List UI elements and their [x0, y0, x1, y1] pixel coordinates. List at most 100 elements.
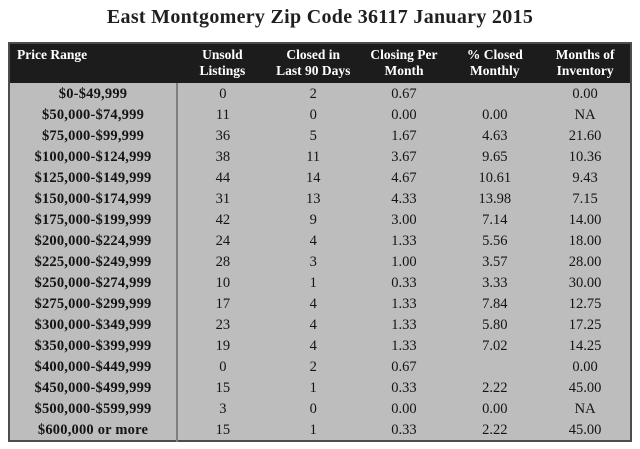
value-cell: 5.80 — [449, 314, 541, 336]
value-cell: 0.67 — [358, 83, 450, 105]
value-cell: 7.15 — [540, 188, 631, 210]
column-header-4: % Closed Monthly — [449, 43, 541, 84]
value-cell: 3.57 — [449, 251, 541, 273]
value-cell: 38 — [177, 146, 268, 168]
table-row: $125,000-$149,999 44 14 4.67 10.61 9.43 — [9, 167, 631, 189]
price-range-cell: $75,000-$99,999 — [9, 125, 178, 147]
value-cell: 5 — [267, 125, 359, 147]
value-cell: 11 — [267, 146, 359, 168]
value-cell: 9 — [267, 209, 359, 231]
value-cell: 2 — [267, 356, 359, 378]
value-cell: 1.33 — [358, 335, 450, 357]
value-cell — [449, 356, 541, 378]
value-cell: 30.00 — [540, 272, 631, 294]
value-cell: 12.75 — [540, 293, 631, 315]
value-cell: 36 — [177, 125, 268, 147]
price-range-cell: $300,000-$349,999 — [9, 314, 178, 336]
value-cell: 4 — [267, 335, 359, 357]
value-cell: 0.33 — [358, 272, 450, 294]
table-row: $225,000-$249,999 28 3 1.00 3.57 28.00 — [9, 251, 631, 273]
table-row: $150,000-$174,999 31 13 4.33 13.98 7.15 — [9, 188, 631, 210]
value-cell: 3 — [177, 398, 268, 420]
value-cell: 0.00 — [449, 398, 541, 420]
value-cell: 18.00 — [540, 230, 631, 252]
column-header-1: Unsold Listings — [177, 43, 268, 84]
value-cell: 15 — [177, 377, 268, 399]
value-cell: 21.60 — [540, 125, 631, 147]
price-range-cell: $150,000-$174,999 — [9, 188, 178, 210]
value-cell: 44 — [177, 167, 268, 189]
value-cell: 28 — [177, 251, 268, 273]
price-range-cell: $500,000-$599,999 — [9, 398, 178, 420]
price-range-cell: $275,000-$299,999 — [9, 293, 178, 315]
price-range-cell: $200,000-$224,999 — [9, 230, 178, 252]
value-cell: 0.00 — [358, 398, 450, 420]
value-cell: 14.25 — [540, 335, 631, 357]
value-cell: 0 — [267, 398, 359, 420]
value-cell: 0.67 — [358, 356, 450, 378]
value-cell: 1.33 — [358, 230, 450, 252]
value-cell: 4.63 — [449, 125, 541, 147]
price-range-cell: $125,000-$149,999 — [9, 167, 178, 189]
table-row: $350,000-$399,999 19 4 1.33 7.02 14.25 — [9, 335, 631, 357]
value-cell: 45.00 — [540, 377, 631, 399]
value-cell: 4 — [267, 293, 359, 315]
value-cell: 7.84 — [449, 293, 541, 315]
column-header-0: Price Range — [9, 43, 177, 84]
value-cell: 3.00 — [358, 209, 450, 231]
value-cell: 0.00 — [358, 104, 450, 126]
table-row: $75,000-$99,999 36 5 1.67 4.63 21.60 — [9, 125, 631, 147]
value-cell: 0.00 — [540, 83, 631, 105]
price-range-cell: $600,000 or more — [9, 419, 178, 442]
value-cell: 1 — [267, 377, 359, 399]
value-cell: NA — [540, 398, 631, 420]
column-header-5: Months of Inventory — [540, 43, 631, 84]
value-cell: 14 — [267, 167, 359, 189]
price-range-cell: $450,000-$499,999 — [9, 377, 178, 399]
value-cell: 15 — [177, 419, 268, 442]
table-row: $100,000-$124,999 38 11 3.67 9.65 10.36 — [9, 146, 631, 168]
table-row: $250,000-$274,999 10 1 0.33 3.33 30.00 — [9, 272, 631, 294]
table-header: Price Range Unsold Listings Closed in Last… — [9, 43, 631, 84]
value-cell: 0.33 — [358, 377, 450, 399]
value-cell: 1.67 — [358, 125, 450, 147]
table-row: $600,000 or more 15 1 0.33 2.22 45.00 — [9, 419, 631, 442]
table-row: $400,000-$449,999 0 2 0.67 0.00 — [9, 356, 631, 378]
value-cell: 13.98 — [449, 188, 541, 210]
table-row: $300,000-$349,999 23 4 1.33 5.80 17.25 — [9, 314, 631, 336]
value-cell: 1.33 — [358, 293, 450, 315]
value-cell: 9.43 — [540, 167, 631, 189]
price-range-cell: $250,000-$274,999 — [9, 272, 178, 294]
value-cell: 42 — [177, 209, 268, 231]
table-row: $275,000-$299,999 17 4 1.33 7.84 12.75 — [9, 293, 631, 315]
value-cell: 17.25 — [540, 314, 631, 336]
table-row: $500,000-$599,999 3 0 0.00 0.00 NA — [9, 398, 631, 420]
value-cell: 4 — [267, 314, 359, 336]
value-cell: 24 — [177, 230, 268, 252]
table-row: $450,000-$499,999 15 1 0.33 2.22 45.00 — [9, 377, 631, 399]
value-cell: 1.00 — [358, 251, 450, 273]
price-range-cell: $175,000-$199,999 — [9, 209, 178, 231]
page-title: East Montgomery Zip Code 36117 January 2… — [106, 6, 534, 28]
header-row: Price Range Unsold Listings Closed in Last… — [9, 43, 631, 84]
table-body: $0-$49,999 0 2 0.67 0.00 $50,000-$74,999 11 0 0.… — [9, 83, 631, 442]
value-cell: 10 — [177, 272, 268, 294]
value-cell: 19 — [177, 335, 268, 357]
value-cell: 11 — [177, 104, 268, 126]
value-cell: 4.67 — [358, 167, 450, 189]
column-header-2: Closed in Last 90 Days — [267, 43, 359, 84]
price-range-cell: $100,000-$124,999 — [9, 146, 178, 168]
value-cell: 10.36 — [540, 146, 631, 168]
value-cell: 10.61 — [449, 167, 541, 189]
value-cell: 2.22 — [449, 377, 541, 399]
value-cell: 23 — [177, 314, 268, 336]
value-cell: 2.22 — [449, 419, 541, 442]
table-row: $200,000-$224,999 24 4 1.33 5.56 18.00 — [9, 230, 631, 252]
value-cell: 0 — [177, 356, 268, 378]
value-cell: 1 — [267, 272, 359, 294]
value-cell: 28.00 — [540, 251, 631, 273]
value-cell: 0 — [267, 104, 359, 126]
table-row: $175,000-$199,999 42 9 3.00 7.14 14.00 — [9, 209, 631, 231]
value-cell: 31 — [177, 188, 268, 210]
value-cell: 1.33 — [358, 314, 450, 336]
